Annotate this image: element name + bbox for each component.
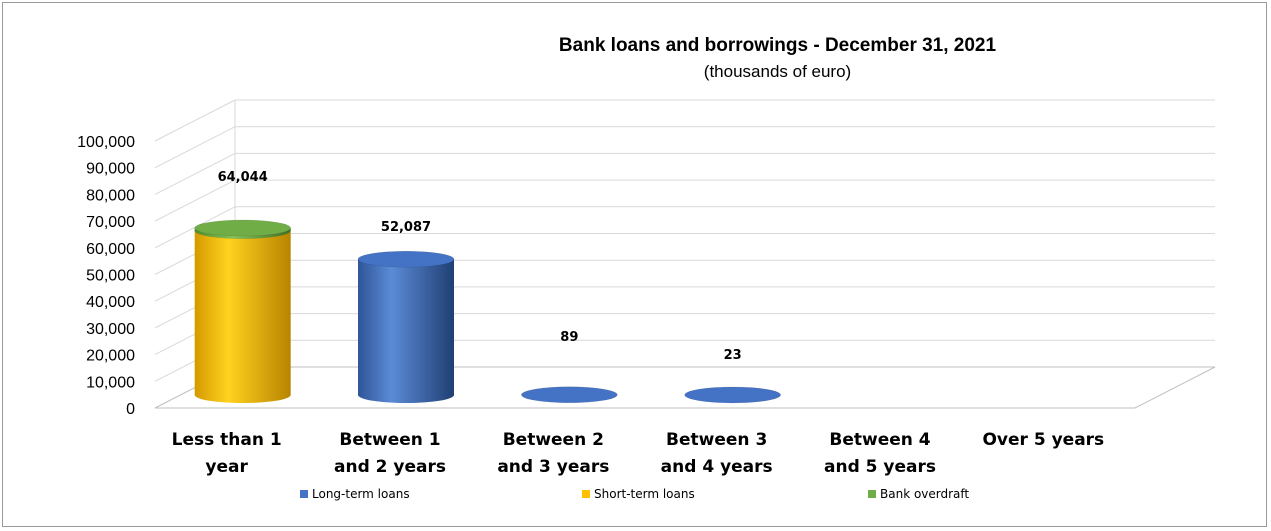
data-label: 64,044 [218, 170, 268, 185]
x-tick-line: Less than 1 [172, 430, 282, 450]
legend-swatch [868, 490, 876, 498]
y-axis-ticks: 0 10,000 20,000 30,000 40,000 50,000 60,000 70,… [77, 134, 135, 418]
gridline-side [154, 152, 236, 195]
x-tick-line: Over 5 years [982, 430, 1104, 450]
gridline-side [154, 179, 236, 222]
gridline-side [154, 126, 236, 169]
x-tick-line: and 4 years [661, 457, 773, 477]
bars [194, 219, 781, 404]
cylinder-body [358, 259, 454, 403]
x-tick-label: Between 3 and 4 years [661, 430, 773, 477]
y-tick-label: 60,000 [86, 241, 135, 258]
x-tick-label: Between 1 and 2 years [334, 430, 446, 477]
gridline-side [154, 99, 236, 142]
legend-item: Short-term loans [582, 487, 695, 501]
cylinder-top [684, 386, 781, 404]
data-label: 52,087 [381, 220, 431, 235]
cylinder-top [521, 386, 618, 404]
y-tick-label: 30,000 [86, 321, 135, 338]
x-tick-line: and 3 years [497, 457, 609, 477]
bar-segment [521, 386, 618, 404]
cylinder-top [357, 250, 455, 268]
y-tick-label: 0 [126, 401, 135, 418]
chart-title: Bank loans and borrowings - December 31,… [558, 35, 997, 56]
x-tick-line: Between 1 [339, 430, 440, 450]
data-labels: 64,044 52,087 89 23 [218, 170, 742, 363]
floor [154, 366, 1216, 409]
bar-segment [684, 386, 781, 404]
legend-label: Short-term loans [594, 487, 695, 501]
y-tick-label: 70,000 [86, 214, 135, 231]
y-tick-label: 90,000 [86, 161, 135, 178]
y-tick-label: 40,000 [86, 294, 135, 311]
x-tick-label: Between 4 and 5 years [824, 430, 936, 477]
y-tick-label: 80,000 [86, 187, 135, 204]
y-tick-label: 100,000 [77, 134, 135, 151]
legend-swatch [582, 490, 590, 498]
legend: Long-term loans Short-term loans Bank over… [300, 487, 969, 501]
cylinder-body [194, 230, 291, 403]
x-tick-line: Between 3 [666, 430, 767, 450]
x-tick-label: Over 5 years [982, 430, 1104, 450]
x-tick-label: Less than 1 year [172, 430, 282, 477]
y-tick-label: 10,000 [86, 374, 135, 391]
y-tick-label: 50,000 [86, 268, 135, 285]
x-tick-line: and 5 years [824, 457, 936, 477]
bar-segment [194, 219, 291, 239]
legend-item: Long-term loans [300, 487, 410, 501]
chart-subtitle: (thousands of euro) [703, 62, 852, 81]
bar-segment [357, 250, 455, 403]
x-tick-line: and 2 years [334, 457, 446, 477]
x-tick-label: Between 2 and 3 years [497, 430, 609, 477]
x-tick-line: year [205, 457, 248, 477]
legend-swatch [300, 490, 308, 498]
cylinder-top [194, 219, 291, 237]
data-label: 89 [560, 330, 578, 345]
legend-label: Long-term loans [312, 487, 410, 501]
grid [154, 99, 1216, 409]
data-label: 23 [724, 348, 742, 363]
legend-label: Bank overdraft [880, 487, 969, 501]
legend-item: Bank overdraft [868, 487, 969, 501]
bar-segment [194, 222, 291, 403]
x-tick-line: Between 4 [829, 430, 930, 450]
x-tick-line: Between 2 [503, 430, 604, 450]
y-tick-label: 20,000 [86, 348, 135, 365]
